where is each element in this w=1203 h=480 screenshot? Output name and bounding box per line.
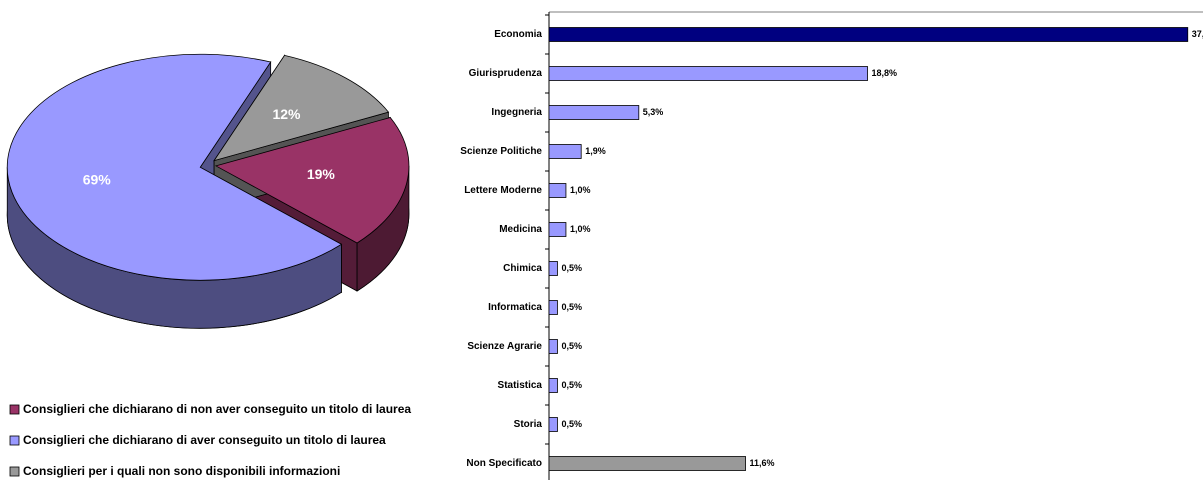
y-tick-label: Statistica	[498, 380, 543, 391]
value-label: 0,5%	[561, 380, 582, 390]
value-label: 1,0%	[570, 185, 591, 195]
value-label: 37,7%	[1192, 29, 1203, 39]
y-tick-label: Giurisprudenza	[469, 68, 543, 79]
bar	[548, 339, 558, 354]
bar	[548, 144, 582, 159]
value-label: 1,9%	[585, 146, 606, 156]
bar	[548, 378, 558, 393]
legend-label: Consiglieri che dichiarano di non aver c…	[23, 402, 411, 416]
legend-swatch	[9, 466, 20, 477]
pie-slice	[213, 54, 390, 162]
y-tick-label: Scienze Politiche	[460, 146, 542, 157]
value-label: 0,5%	[561, 341, 582, 351]
pie-label: 69%	[83, 172, 112, 188]
pie-slice	[6, 53, 343, 281]
pie-slice	[214, 116, 410, 244]
value-label: 0,5%	[561, 302, 582, 312]
bar	[548, 27, 1189, 42]
y-tick-label: Chimica	[503, 263, 542, 274]
legend-label: Consiglieri per i quali non sono disponi…	[23, 464, 340, 478]
y-tick-label: Lettere Moderne	[464, 185, 542, 196]
y-tick-label: Medicina	[499, 224, 542, 235]
bar	[548, 456, 746, 471]
bar	[548, 105, 640, 120]
value-label: 0,5%	[561, 419, 582, 429]
legend-swatch	[9, 435, 20, 446]
y-tick-label: Ingegneria	[491, 107, 542, 118]
legend-swatch	[9, 404, 20, 415]
bar	[548, 66, 868, 81]
bar	[548, 261, 558, 276]
legend-label: Consiglieri che dichiarano di aver conse…	[23, 433, 386, 447]
value-label: 0,5%	[561, 263, 582, 273]
bar	[548, 417, 558, 432]
y-tick-label: Economia	[494, 29, 542, 40]
bar	[548, 183, 567, 198]
y-tick-label: Informatica	[488, 302, 542, 313]
pie-label: 12%	[272, 106, 301, 122]
pie-label: 19%	[307, 166, 336, 182]
value-label: 18,8%	[872, 68, 898, 78]
y-tick-label: Non Specificato	[466, 458, 542, 469]
bar	[548, 222, 567, 237]
y-tick-label: Storia	[514, 419, 543, 430]
value-label: 5,3%	[643, 107, 664, 117]
y-tick-label: Scienze Agrarie	[467, 341, 542, 352]
value-label: 1,0%	[570, 224, 591, 234]
bar	[548, 300, 558, 315]
value-label: 11,6%	[750, 458, 775, 468]
